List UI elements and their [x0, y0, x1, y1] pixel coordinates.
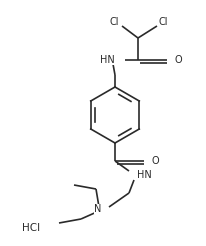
Text: Cl: Cl	[109, 17, 118, 27]
Text: HN: HN	[136, 170, 151, 180]
Text: N: N	[93, 204, 101, 214]
Text: HCl: HCl	[22, 223, 40, 233]
Text: HN: HN	[100, 55, 115, 65]
Text: Cl: Cl	[157, 17, 167, 27]
Text: O: O	[174, 55, 182, 65]
Text: O: O	[151, 156, 159, 166]
